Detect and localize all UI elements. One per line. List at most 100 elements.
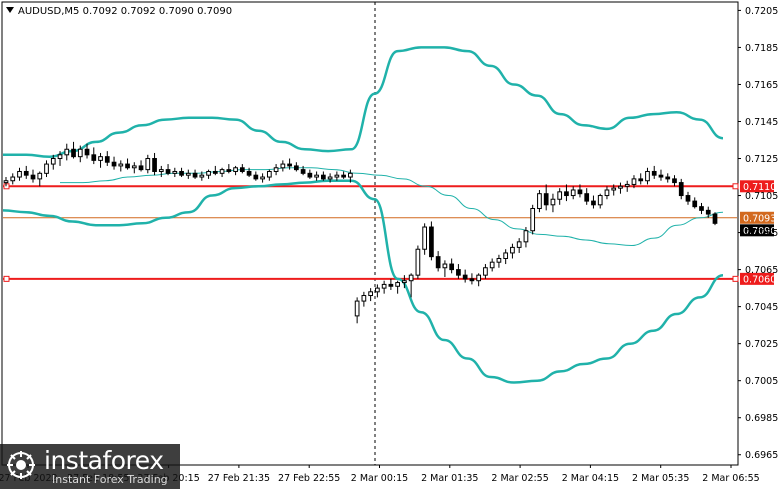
candle-body	[334, 174, 340, 178]
x-tick-label: 27 Feb 21:35	[208, 473, 270, 484]
candle-body	[138, 165, 144, 171]
candle	[341, 171, 346, 179]
candle-body	[476, 274, 482, 282]
candle	[550, 193, 556, 213]
candle	[422, 223, 428, 255]
candle-body	[71, 148, 76, 158]
candle-body	[192, 172, 198, 178]
candle-body	[185, 172, 191, 176]
x-tick-label: 2 Mar 06:55	[702, 473, 759, 484]
collapse-triangle-icon[interactable]	[6, 7, 14, 13]
y-tick-label: 0.7165	[745, 80, 778, 91]
candle-body	[591, 200, 596, 206]
candle-body	[375, 287, 380, 293]
candle	[98, 152, 103, 168]
candle	[212, 165, 218, 176]
candle	[692, 197, 698, 209]
x-tick-label: 2 Mar 01:35	[421, 473, 478, 484]
candle-body	[111, 161, 117, 167]
y-axis: 0.7205 0.7185 0.7165 0.7145 0.7125 0.7105 0.70…	[738, 6, 778, 461]
candle-body	[84, 148, 90, 156]
y-tick-label: 0.7185	[745, 43, 778, 54]
level-handle-left[interactable]	[3, 275, 10, 282]
candle-body	[125, 163, 130, 169]
candle	[408, 273, 414, 298]
candle-body	[543, 193, 549, 206]
candle	[118, 160, 124, 172]
candle	[503, 249, 509, 265]
candle-body	[300, 169, 306, 174]
candle	[104, 151, 110, 166]
bollinger-lower-line	[2, 179, 724, 384]
candle	[172, 167, 178, 178]
candle-body	[665, 176, 671, 180]
candle	[557, 188, 563, 205]
candle-body	[253, 174, 259, 180]
y-tick-label: 0.7085	[745, 228, 778, 239]
candle-body	[408, 274, 414, 282]
candlesticks	[3, 141, 718, 324]
bollinger-upper-line	[2, 46, 724, 158]
candle	[510, 243, 515, 259]
current-price-badge	[740, 224, 774, 237]
candle	[152, 152, 157, 176]
plot-frame	[1, 1, 739, 466]
candle-body	[131, 165, 137, 169]
candle-body	[37, 172, 43, 180]
candle	[523, 227, 529, 248]
candle-body	[23, 170, 29, 176]
candle-body	[699, 206, 704, 211]
candle-body	[557, 191, 563, 200]
candle	[375, 284, 380, 298]
candle-body	[293, 165, 299, 171]
candle-body	[678, 182, 684, 197]
candle-body	[327, 176, 333, 180]
candle	[233, 165, 238, 176]
candle-body	[158, 169, 164, 172]
candle	[10, 173, 16, 185]
candle-body	[307, 172, 313, 178]
candle	[395, 280, 400, 294]
candle-body	[402, 280, 407, 284]
candle	[584, 188, 590, 205]
candle-body	[638, 178, 644, 182]
candle-body	[239, 167, 245, 172]
candle	[361, 291, 367, 307]
candle	[138, 160, 144, 172]
x-tick-label: 2 Mar 05:35	[632, 473, 689, 484]
candle	[91, 147, 97, 165]
candle-body	[550, 198, 556, 206]
candle	[260, 173, 265, 183]
candle	[705, 206, 711, 218]
level-handle-right[interactable]	[732, 183, 739, 190]
candle-body	[361, 295, 367, 302]
candle-body	[206, 170, 211, 176]
candle	[314, 171, 319, 181]
candle	[651, 165, 657, 179]
candle-body	[685, 195, 691, 202]
candle-body	[415, 248, 421, 276]
x-tick-label: 2 Mar 04:15	[562, 473, 619, 484]
candle-body	[152, 158, 157, 172]
candle-body	[442, 263, 448, 269]
candle-body	[64, 148, 70, 156]
candle	[125, 158, 130, 170]
candle	[469, 273, 475, 285]
candle	[246, 167, 252, 178]
candle	[17, 167, 22, 181]
candle	[30, 169, 36, 183]
candle-body	[712, 213, 718, 224]
level-handle-right[interactable]	[732, 275, 739, 282]
candle	[239, 164, 245, 174]
candle	[64, 143, 70, 161]
candle-body	[381, 283, 387, 289]
candle-body	[44, 163, 49, 174]
candle-body	[314, 174, 319, 178]
bid-price-badge	[740, 211, 774, 224]
candle	[712, 212, 718, 226]
watermark: instaforex Instant Forex Trading	[0, 444, 180, 489]
y-tick-label: 0.6985	[745, 413, 778, 424]
candle-body	[503, 252, 509, 259]
